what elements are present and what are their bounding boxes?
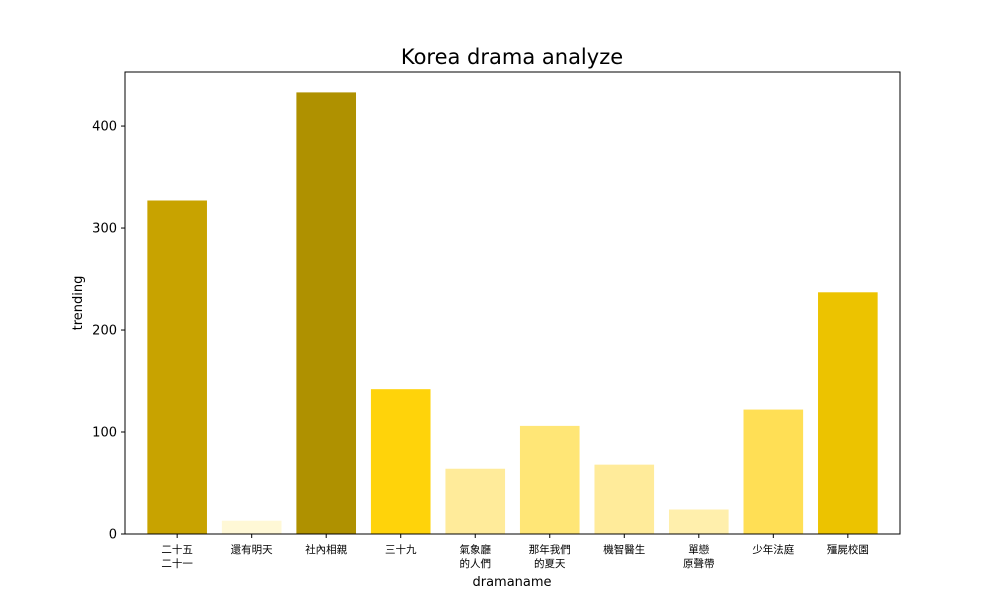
x-tick-label-line: 單戀 — [688, 543, 709, 556]
bar-2 — [296, 92, 357, 535]
x-tick-label-line: 殭屍校園 — [827, 543, 869, 556]
bar-9 — [818, 292, 878, 534]
chart-title: Korea drama analyze — [401, 45, 623, 69]
y-tick-label: 0 — [109, 528, 117, 543]
x-tick-label-line: 機智醫生 — [603, 543, 645, 556]
y-axis-label: trending — [71, 276, 86, 331]
x-tick-label-line: 的人們 — [459, 557, 491, 570]
x-tick-label: 單戀原聲帶 — [683, 543, 715, 570]
bar-5 — [519, 425, 580, 534]
x-tick-label-line: 的夏天 — [534, 557, 566, 570]
x-tick-label: 氣象廳的人們 — [459, 543, 491, 570]
x-tick-label-line: 二十五 — [161, 543, 193, 556]
bar-1 — [221, 520, 282, 534]
x-axis-label: dramaname — [472, 575, 551, 590]
x-tick-label-line: 氣象廳 — [459, 543, 491, 556]
bar-3 — [370, 389, 431, 534]
x-tick-label-line: 還有明天 — [231, 543, 273, 556]
x-tick-label: 還有明天 — [231, 543, 273, 556]
x-tick-label: 機智醫生 — [603, 543, 645, 556]
x-tick-label: 社內相親 — [305, 543, 347, 556]
y-tick-label: 200 — [92, 324, 117, 339]
x-axis-ticks: 二十五二十一 還有明天 社內相親 三十九 氣象廳的人們 那年我們的夏天 機智醫生 單戀原聲帶 少… — [161, 534, 869, 570]
x-tick-label: 殭屍校園 — [827, 543, 869, 556]
x-tick-label: 少年法庭 — [752, 543, 794, 556]
y-tick-label: 400 — [92, 120, 117, 135]
x-tick-label-line: 社內相親 — [305, 543, 347, 556]
bar-8 — [743, 409, 804, 534]
x-tick-label-line: 原聲帶 — [683, 557, 715, 570]
y-tick-label: 300 — [92, 222, 117, 237]
x-tick-label: 二十五二十一 — [161, 543, 193, 570]
bar-0 — [147, 200, 207, 535]
bar-6 — [594, 464, 655, 534]
x-tick-label: 那年我們的夏天 — [529, 543, 571, 570]
x-tick-label: 三十九 — [385, 543, 417, 556]
plot-frame — [124, 71, 901, 535]
bar-4 — [445, 468, 506, 534]
bar-7 — [668, 509, 729, 534]
x-tick-label-line: 三十九 — [385, 543, 417, 556]
y-tick-label: 100 — [92, 426, 117, 441]
x-tick-label-line: 少年法庭 — [752, 543, 794, 556]
x-tick-label-line: 二十一 — [161, 557, 193, 570]
y-axis-ticks: 0 100 200 300 400 — [92, 120, 125, 543]
bars-group — [147, 92, 878, 535]
x-tick-label-line: 那年我們 — [529, 543, 571, 556]
